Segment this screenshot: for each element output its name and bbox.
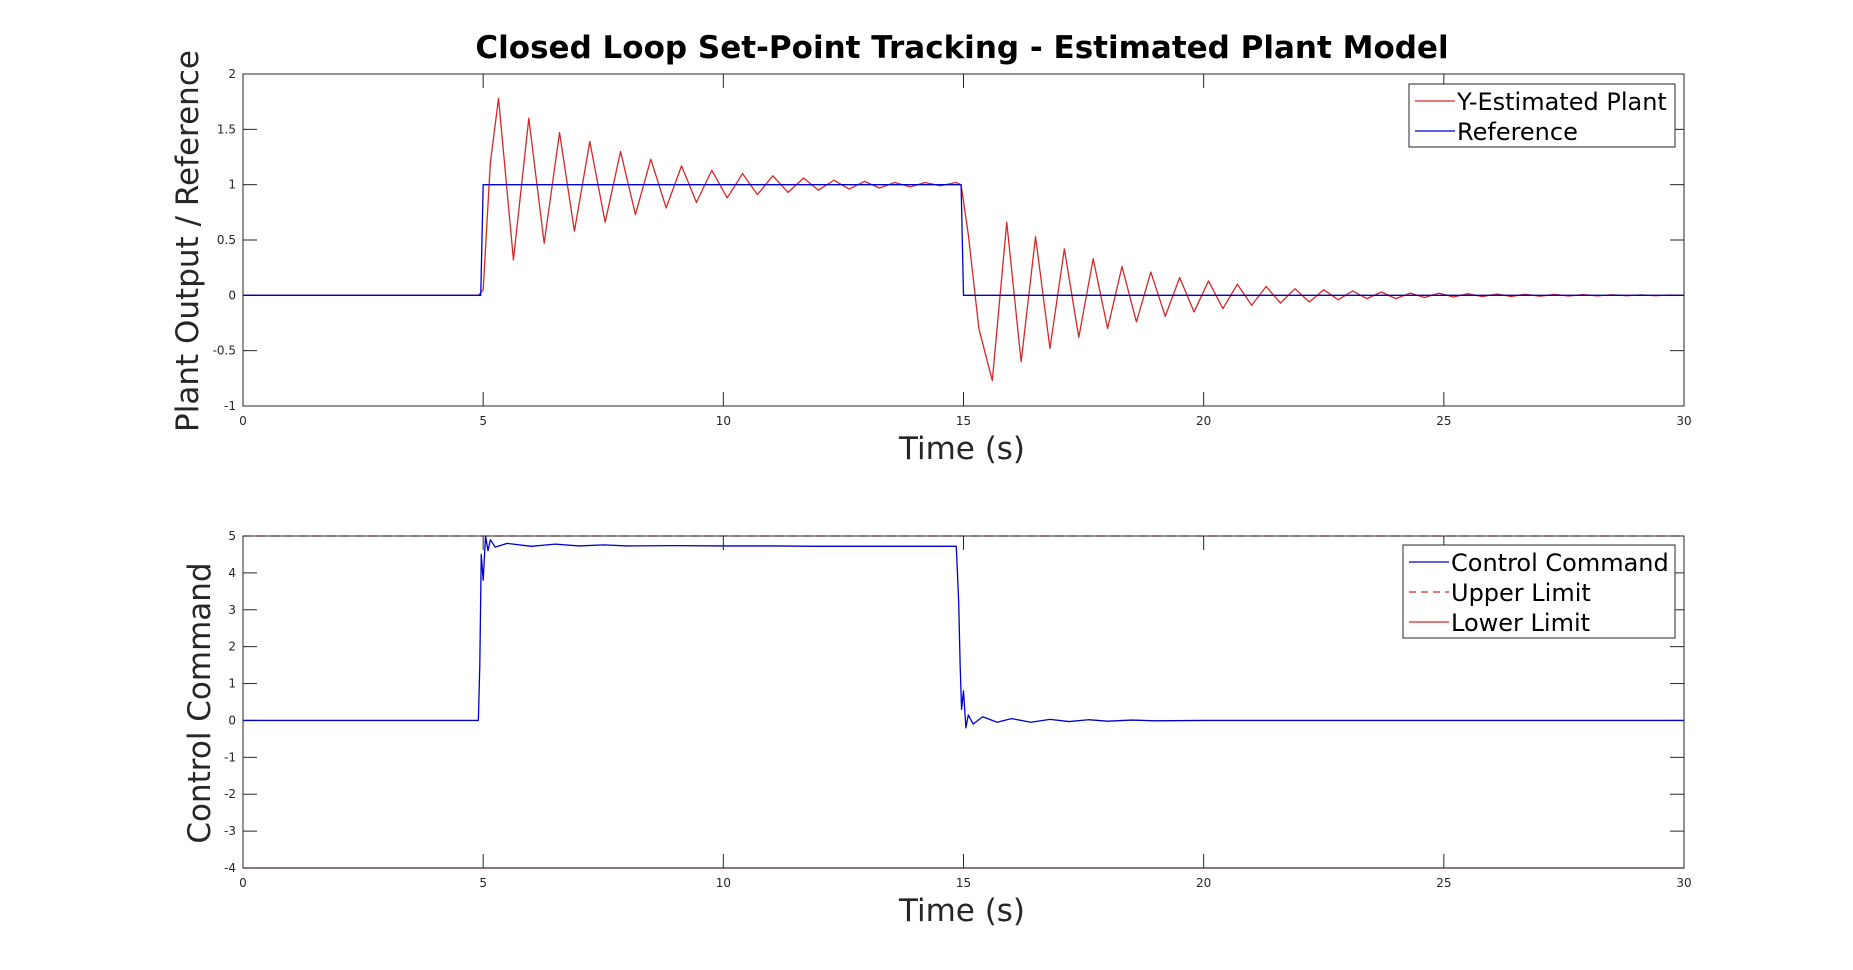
x-tick-label: 25 bbox=[1436, 414, 1451, 428]
x-tick-label: 15 bbox=[956, 876, 971, 890]
plant-output-ticks: 0 5 10 15 20 25 30 2 1.5 1 0.5 0 -0.5 -1 bbox=[213, 67, 1692, 428]
x-tick-label: 20 bbox=[1196, 876, 1211, 890]
control-command-ylabel: Control Command bbox=[182, 562, 218, 843]
y-tick-label: 0 bbox=[228, 288, 236, 302]
legend-label-upper-limit: Upper Limit bbox=[1451, 579, 1591, 607]
y-tick-label: -1 bbox=[224, 399, 236, 413]
control-command-legend: Control Command Upper Limit Lower Limit bbox=[1402, 544, 1676, 639]
y-tick-label: 2 bbox=[228, 640, 236, 654]
x-tick-label: 10 bbox=[716, 414, 731, 428]
control-command-axes-frame bbox=[242, 535, 1685, 869]
y-tick-label: 3 bbox=[228, 603, 236, 617]
y-tick-label: 4 bbox=[228, 566, 236, 580]
plant-output-ylabel: Plant Output / Reference bbox=[170, 50, 206, 432]
x-tick-label: 5 bbox=[479, 414, 487, 428]
x-tick-label: 0 bbox=[239, 876, 247, 890]
legend-label-lower-limit: Lower Limit bbox=[1451, 609, 1590, 637]
chart-title: Closed Loop Set-Point Tracking - Estimat… bbox=[475, 30, 1448, 66]
x-tick-label: 15 bbox=[956, 414, 971, 428]
y-tick-label: 0 bbox=[228, 713, 236, 727]
y-tick-label: -4 bbox=[224, 861, 236, 875]
series-line-control-command bbox=[243, 535, 1684, 729]
x-tick-label: 30 bbox=[1676, 414, 1691, 428]
y-tick-label: -2 bbox=[224, 787, 236, 801]
plant-output-lines bbox=[243, 97, 1685, 382]
plant-output-legend: Y-Estimated Plant Reference bbox=[1408, 83, 1676, 148]
y-tick-label: 1 bbox=[228, 178, 236, 192]
y-tick-label: 5 bbox=[228, 529, 236, 543]
x-tick-label: 30 bbox=[1676, 876, 1691, 890]
legend-label-reference: Reference bbox=[1457, 118, 1578, 146]
x-tick-label: 10 bbox=[716, 876, 731, 890]
control-command-xlabel: Time (s) bbox=[898, 893, 1025, 929]
y-tick-label: -3 bbox=[224, 824, 236, 838]
y-tick-label: 2 bbox=[228, 67, 236, 81]
y-tick-label: 0.5 bbox=[217, 233, 236, 247]
x-tick-label: 25 bbox=[1436, 876, 1451, 890]
y-tick-label: 1 bbox=[228, 677, 236, 691]
plant-output-xlabel: Time (s) bbox=[898, 431, 1025, 467]
x-tick-label: 20 bbox=[1196, 414, 1211, 428]
series-line-reference bbox=[243, 184, 1684, 296]
x-tick-label: 0 bbox=[239, 414, 247, 428]
y-tick-label: 1.5 bbox=[217, 122, 236, 136]
plant-output-axes-frame bbox=[242, 73, 1685, 407]
plant-output-chart: Closed Loop Set-Point Tracking - Estimat… bbox=[170, 30, 1692, 467]
legend-box bbox=[1408, 83, 1676, 148]
y-tick-label: -1 bbox=[224, 750, 236, 764]
legend-label-control-command: Control Command bbox=[1451, 549, 1669, 577]
legend-label-y-estimated-plant: Y-Estimated Plant bbox=[1456, 88, 1667, 116]
y-tick-label: -0.5 bbox=[213, 344, 236, 358]
x-tick-label: 5 bbox=[479, 876, 487, 890]
